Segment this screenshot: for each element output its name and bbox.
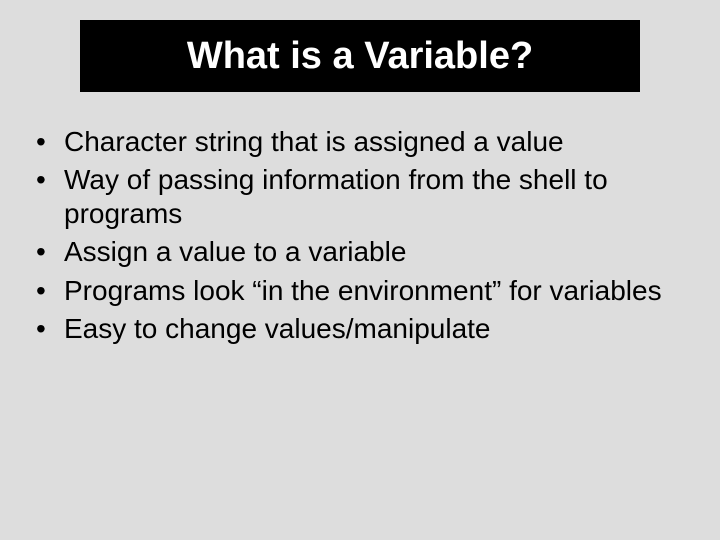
bullet-item: Programs look “in the environment” for v… [28, 274, 692, 308]
title-box: What is a Variable? [80, 20, 640, 92]
bullet-item: Easy to change values/manipulate [28, 312, 692, 346]
bullet-list: Character string that is assigned a valu… [28, 125, 692, 350]
bullet-item: Way of passing information from the shel… [28, 163, 692, 231]
bullet-item: Assign a value to a variable [28, 235, 692, 269]
bullet-item: Character string that is assigned a valu… [28, 125, 692, 159]
slide-title: What is a Variable? [187, 35, 533, 78]
